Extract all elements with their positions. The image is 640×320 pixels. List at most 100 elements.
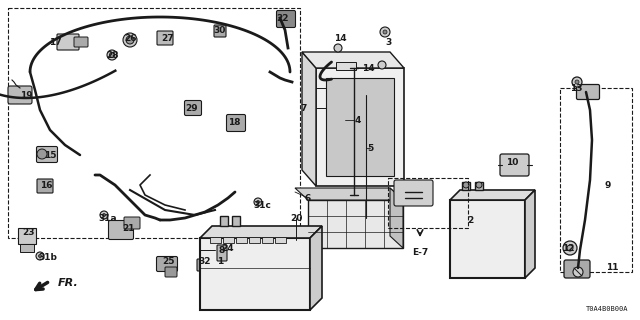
Bar bbox=[275, 237, 286, 243]
Text: 29: 29 bbox=[186, 103, 198, 113]
Bar bbox=[326, 78, 394, 176]
Text: 28: 28 bbox=[106, 51, 118, 60]
Polygon shape bbox=[302, 52, 404, 68]
Circle shape bbox=[36, 252, 44, 260]
Text: 12: 12 bbox=[562, 244, 574, 252]
Bar bbox=[236, 237, 247, 243]
Circle shape bbox=[37, 149, 47, 159]
Circle shape bbox=[334, 44, 342, 52]
FancyBboxPatch shape bbox=[57, 34, 79, 50]
Text: 24: 24 bbox=[221, 244, 234, 252]
Polygon shape bbox=[200, 226, 322, 238]
Text: 14: 14 bbox=[362, 63, 374, 73]
Circle shape bbox=[109, 52, 115, 58]
FancyBboxPatch shape bbox=[157, 31, 173, 45]
Bar bbox=[220, 216, 228, 226]
Text: E-7: E-7 bbox=[412, 248, 428, 257]
Circle shape bbox=[100, 211, 108, 219]
FancyBboxPatch shape bbox=[500, 154, 529, 176]
Polygon shape bbox=[295, 188, 403, 200]
FancyBboxPatch shape bbox=[124, 217, 140, 229]
Polygon shape bbox=[390, 188, 403, 248]
Text: 1: 1 bbox=[217, 258, 223, 267]
Bar bbox=[308, 200, 403, 248]
Circle shape bbox=[575, 80, 579, 84]
Circle shape bbox=[563, 241, 577, 255]
Polygon shape bbox=[450, 190, 535, 200]
Circle shape bbox=[463, 182, 469, 188]
FancyBboxPatch shape bbox=[36, 147, 58, 163]
Bar bbox=[388, 178, 468, 228]
Circle shape bbox=[126, 36, 134, 44]
Text: 32: 32 bbox=[199, 258, 211, 267]
Text: 13: 13 bbox=[570, 84, 582, 92]
FancyBboxPatch shape bbox=[394, 180, 433, 206]
Circle shape bbox=[123, 33, 137, 47]
Text: FR.: FR. bbox=[58, 278, 79, 288]
Bar bbox=[200, 238, 310, 310]
Bar bbox=[462, 182, 470, 190]
FancyBboxPatch shape bbox=[564, 260, 590, 278]
Text: 14: 14 bbox=[333, 34, 346, 43]
Text: 8: 8 bbox=[219, 245, 225, 254]
Circle shape bbox=[380, 27, 390, 37]
Text: 31a: 31a bbox=[99, 213, 117, 222]
FancyBboxPatch shape bbox=[165, 267, 177, 277]
Text: 10: 10 bbox=[506, 157, 518, 166]
Text: 19: 19 bbox=[20, 91, 32, 100]
Circle shape bbox=[476, 182, 482, 188]
Bar bbox=[18, 228, 36, 244]
Text: 20: 20 bbox=[290, 213, 302, 222]
Text: 21: 21 bbox=[122, 223, 134, 233]
Text: 26: 26 bbox=[124, 34, 136, 43]
Bar bbox=[20, 244, 34, 252]
FancyBboxPatch shape bbox=[197, 259, 213, 271]
Text: 6: 6 bbox=[305, 194, 311, 203]
Text: 9: 9 bbox=[605, 180, 611, 189]
FancyBboxPatch shape bbox=[109, 220, 134, 239]
Circle shape bbox=[572, 77, 582, 87]
FancyBboxPatch shape bbox=[221, 241, 237, 255]
Bar bbox=[560, 88, 632, 272]
FancyBboxPatch shape bbox=[74, 37, 88, 47]
Bar bbox=[336, 62, 356, 70]
FancyBboxPatch shape bbox=[276, 11, 296, 28]
Circle shape bbox=[38, 254, 42, 258]
Bar bbox=[232, 216, 240, 226]
Circle shape bbox=[573, 267, 583, 277]
Circle shape bbox=[107, 50, 117, 60]
Text: 31b: 31b bbox=[38, 253, 58, 262]
Text: 7: 7 bbox=[301, 103, 307, 113]
Polygon shape bbox=[310, 226, 322, 310]
Circle shape bbox=[383, 30, 387, 34]
FancyBboxPatch shape bbox=[184, 100, 202, 116]
Text: 16: 16 bbox=[40, 180, 52, 189]
Circle shape bbox=[254, 198, 262, 206]
Bar bbox=[249, 237, 260, 243]
Polygon shape bbox=[525, 190, 535, 278]
Text: 11: 11 bbox=[605, 263, 618, 273]
Polygon shape bbox=[302, 52, 316, 186]
Circle shape bbox=[102, 213, 106, 217]
FancyBboxPatch shape bbox=[577, 84, 600, 100]
Bar bbox=[210, 237, 221, 243]
Text: 15: 15 bbox=[44, 150, 56, 159]
Text: 2: 2 bbox=[467, 215, 473, 225]
Bar bbox=[450, 200, 525, 278]
Text: 27: 27 bbox=[162, 34, 174, 43]
Text: 18: 18 bbox=[228, 117, 240, 126]
FancyBboxPatch shape bbox=[217, 245, 227, 261]
Text: 30: 30 bbox=[214, 26, 226, 35]
Bar bbox=[8, 8, 300, 238]
Text: 25: 25 bbox=[162, 258, 174, 267]
Text: 5: 5 bbox=[367, 143, 373, 153]
Text: 22: 22 bbox=[276, 13, 288, 22]
Text: 3: 3 bbox=[385, 37, 391, 46]
Text: 17: 17 bbox=[49, 37, 61, 46]
Bar bbox=[223, 237, 234, 243]
Text: 23: 23 bbox=[22, 228, 35, 236]
Bar bbox=[316, 68, 404, 186]
FancyBboxPatch shape bbox=[214, 25, 226, 37]
Circle shape bbox=[378, 61, 386, 69]
FancyBboxPatch shape bbox=[8, 86, 32, 104]
